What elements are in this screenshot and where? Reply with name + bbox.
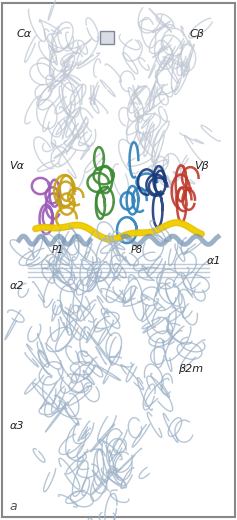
Text: P1: P1	[52, 244, 64, 255]
Text: Cα: Cα	[17, 29, 32, 39]
Text: β2m: β2m	[178, 364, 203, 374]
Text: α1: α1	[206, 256, 221, 266]
Text: a: a	[9, 500, 17, 514]
Text: α2: α2	[9, 281, 24, 291]
Bar	[100, 31, 114, 44]
Text: Vβ: Vβ	[194, 161, 209, 172]
Text: P8: P8	[130, 244, 142, 255]
Text: α3: α3	[9, 421, 24, 432]
Text: Vα: Vα	[9, 161, 24, 172]
Text: Cβ: Cβ	[190, 29, 205, 39]
